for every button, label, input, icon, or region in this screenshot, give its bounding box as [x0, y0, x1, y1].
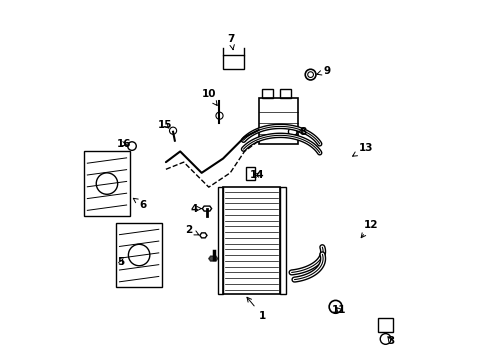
Bar: [223, 55, 244, 69]
Circle shape: [288, 127, 296, 136]
Bar: [262, 89, 272, 98]
Bar: [217, 187, 223, 294]
Circle shape: [328, 300, 341, 313]
Text: 12: 12: [361, 220, 378, 238]
Circle shape: [305, 69, 315, 80]
Text: 2: 2: [185, 225, 199, 235]
Circle shape: [169, 127, 176, 134]
Circle shape: [128, 244, 149, 266]
Bar: [258, 98, 298, 144]
Bar: [83, 152, 130, 216]
Text: 4: 4: [190, 203, 201, 213]
Text: 3: 3: [386, 336, 394, 346]
Text: 8: 8: [296, 127, 306, 137]
Text: 10: 10: [201, 89, 217, 105]
Text: 14: 14: [249, 170, 264, 180]
Text: 15: 15: [158, 120, 172, 130]
Circle shape: [96, 173, 118, 194]
Circle shape: [307, 72, 313, 77]
Polygon shape: [202, 206, 211, 211]
Text: 9: 9: [316, 66, 329, 76]
Text: 5: 5: [118, 257, 124, 267]
Bar: [280, 89, 290, 98]
Text: 1: 1: [246, 297, 265, 321]
Bar: [378, 318, 392, 332]
Polygon shape: [208, 256, 217, 261]
Text: 16: 16: [117, 139, 131, 149]
Circle shape: [216, 112, 223, 119]
Text: 13: 13: [352, 143, 372, 156]
Bar: [280, 187, 285, 294]
Bar: [246, 167, 255, 180]
Circle shape: [380, 334, 390, 344]
Text: 11: 11: [331, 305, 346, 315]
Circle shape: [127, 142, 136, 150]
Bar: [116, 223, 162, 287]
Bar: [223, 187, 280, 294]
Text: 6: 6: [133, 198, 146, 210]
Polygon shape: [200, 233, 206, 238]
Text: 7: 7: [227, 34, 234, 50]
